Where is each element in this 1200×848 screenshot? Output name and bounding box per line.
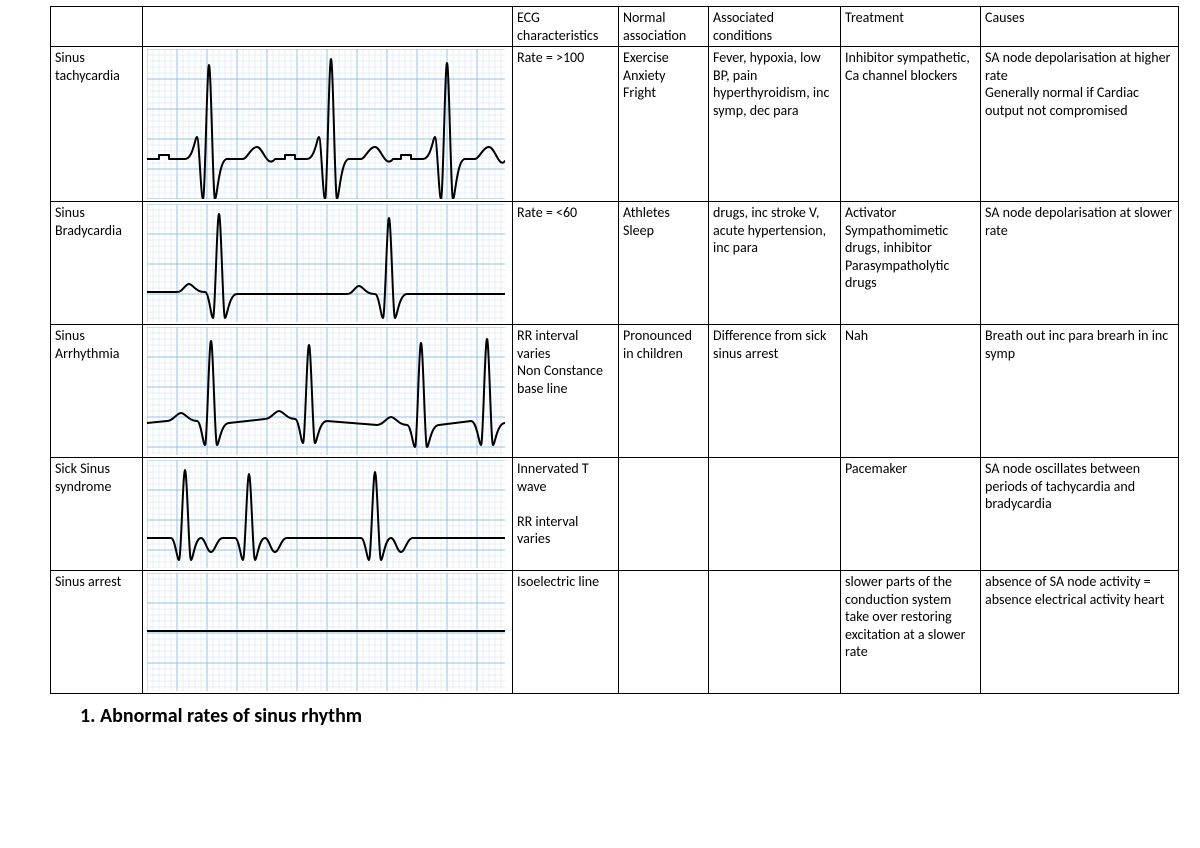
col-header-normal: Normal association: [619, 7, 709, 47]
treatment: slower parts of the conduction system ta…: [841, 571, 981, 694]
ecg-characteristics: Rate = >100: [513, 47, 619, 202]
header-row: ECG characteristics Normal association A…: [51, 7, 1179, 47]
ecg-trace-flat: [147, 573, 505, 691]
normal-association: Pronounced in children: [619, 325, 709, 458]
col-header-cause: Causes: [981, 7, 1179, 47]
ecg-trace-sicksinus: [147, 460, 505, 568]
normal-association: AthletesSleep: [619, 202, 709, 325]
table-row: Sinus tachycardia Rate = >100ExerciseAnx…: [51, 47, 1179, 202]
ecg-trace-cell: [143, 202, 513, 325]
normal-association: ExerciseAnxietyFright: [619, 47, 709, 202]
condition-name: Sick Sinus syndrome: [51, 458, 143, 571]
ecg-characteristics: Isoelectric line: [513, 571, 619, 694]
table-row: Sinus arrest Isoelectric line slower part…: [51, 571, 1179, 694]
condition-name: Sinus arrest: [51, 571, 143, 694]
associated-conditions: drugs, inc stroke V, acute hypertension,…: [709, 202, 841, 325]
ecg-trace-arrhythmia: [147, 327, 505, 455]
col-header-treat: Treatment: [841, 7, 981, 47]
normal-association: [619, 571, 709, 694]
figure-caption: 1. Abnormal rates of sinus rhythm: [50, 694, 1180, 728]
associated-conditions: Difference from sick sinus arrest: [709, 325, 841, 458]
ecg-table: ECG characteristics Normal association A…: [50, 6, 1179, 694]
ecg-trace-cell: [143, 47, 513, 202]
condition-name: Sinus Arrhythmia: [51, 325, 143, 458]
ecg-characteristics: RR interval variesNon Constance base lin…: [513, 325, 619, 458]
page-root: ECG characteristics Normal association A…: [0, 0, 1200, 848]
table-row: Sick Sinus syndrome Innervated T waveRR …: [51, 458, 1179, 571]
causes: SA node depolarisation at slower rate: [981, 202, 1179, 325]
ecg-characteristics: Rate = <60: [513, 202, 619, 325]
ecg-trace-cell: [143, 571, 513, 694]
col-header-blank1: [51, 7, 143, 47]
table-head: ECG characteristics Normal association A…: [51, 7, 1179, 47]
ecg-trace-cell: [143, 325, 513, 458]
table-body: Sinus tachycardia Rate = >100ExerciseAnx…: [51, 47, 1179, 694]
causes: SA node depolarisation at higher rateGen…: [981, 47, 1179, 202]
treatment: Nah: [841, 325, 981, 458]
condition-name: Sinus Bradycardia: [51, 202, 143, 325]
associated-conditions: [709, 458, 841, 571]
treatment: Inhibitor sympathetic, Ca channel blocke…: [841, 47, 981, 202]
causes: Breath out inc para brearh in inc symp: [981, 325, 1179, 458]
ecg-trace-cell: [143, 458, 513, 571]
treatment: Activator Sympathomimetic drugs, inhibit…: [841, 202, 981, 325]
condition-name: Sinus tachycardia: [51, 47, 143, 202]
ecg-trace-tachy: [147, 49, 505, 199]
ecg-trace-brady: [147, 204, 505, 322]
col-header-ecg: ECG characteristics: [513, 7, 619, 47]
associated-conditions: [709, 571, 841, 694]
normal-association: [619, 458, 709, 571]
treatment: Pacemaker: [841, 458, 981, 571]
col-header-assoc: Associated conditions: [709, 7, 841, 47]
ecg-characteristics: Innervated T waveRR interval varies: [513, 458, 619, 571]
table-row: Sinus Bradycardia Rate = <60AthletesSlee…: [51, 202, 1179, 325]
associated-conditions: Fever, hypoxia, low BP, pain hyperthyroi…: [709, 47, 841, 202]
table-row: Sinus Arrhythmia RR interval variesNon C…: [51, 325, 1179, 458]
col-header-blank2: [143, 7, 513, 47]
causes: SA node oscillates between periods of ta…: [981, 458, 1179, 571]
causes: absence of SA node activity = absence el…: [981, 571, 1179, 694]
